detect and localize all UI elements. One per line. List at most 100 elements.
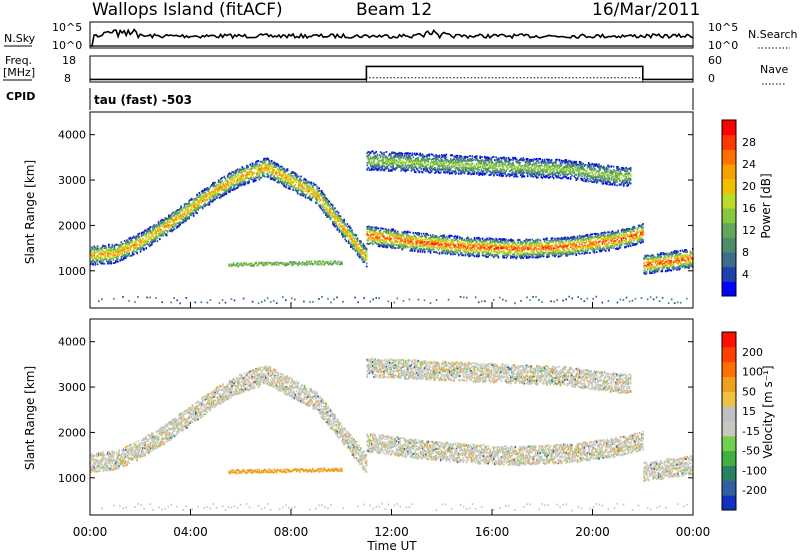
echo-cell [227,173,230,175]
echo-cell [625,237,627,240]
echo-cell [542,246,545,249]
echo-cell [257,176,259,179]
echo-cell [546,242,548,245]
echo-cell [519,243,521,246]
echo-cell [646,258,649,260]
echo-cell [435,242,437,244]
echo-cell [454,247,457,250]
echo-cell [191,198,194,201]
echo-cell [264,168,266,171]
echo-cell [534,240,537,243]
echo-cell [590,242,592,245]
echo-cell [621,242,624,245]
echo-cell [430,245,433,247]
echo-cell [273,161,275,164]
echo-cell [442,234,444,237]
echo-cell [521,243,523,245]
echo-cell [369,233,372,236]
echo-cell [209,200,212,203]
echo-cell [311,197,314,199]
echo-cell [402,247,405,250]
echo-cell [626,233,628,236]
echo-cell [175,214,178,217]
echo-cell [263,162,265,165]
echo-cell [641,228,643,231]
echo-cell [191,209,194,212]
echo-cell [126,245,128,248]
echo-cell [102,262,104,265]
echo-cell [481,238,484,240]
echo-cell [645,257,648,260]
echo-cell [378,245,381,248]
echo-cell [203,200,205,203]
echo-cell [409,241,411,244]
echo-cell [452,253,454,255]
echo-cell [126,240,128,243]
echo-cell [644,271,647,274]
echo-cell [127,243,129,246]
echo-cell [251,178,254,181]
echo-cell [603,240,606,243]
echo-cell [376,231,379,234]
echo-cell [464,247,467,250]
echo-cell [464,242,467,245]
echo-cell [265,167,267,170]
echo-cell [581,235,583,238]
echo-cell [455,236,458,238]
echo-cell [157,230,160,233]
echo-cell [289,186,291,189]
echo-cell [317,195,319,197]
echo-cell [178,216,180,218]
echo-cell [628,243,631,246]
echo-cell [120,247,123,250]
echo-cell [368,236,371,239]
echo-cell [144,240,146,243]
echo-cell [238,170,240,173]
echo-cell [416,239,418,241]
echo-cell [463,243,466,246]
echo-cell [541,244,544,247]
echo-cell [350,233,352,235]
echo-cell [208,191,211,194]
echo-cell [127,249,129,252]
echo-cell [112,258,115,261]
echo-cell [620,241,623,244]
echo-cell [189,210,192,213]
echo-cell [324,206,326,208]
echo-cell [107,255,109,257]
echo-cell [453,237,455,239]
echo-cell [547,246,549,249]
echo-cell [408,241,410,244]
echo-cell [588,245,590,248]
echo-cell [149,232,152,235]
echo-cell [612,247,615,249]
echo-cell [300,192,302,195]
echo-cell [433,240,435,243]
echo-cell [612,234,615,237]
echo-cell [240,177,242,180]
echo-cell [458,248,460,251]
echo-cell [135,240,137,242]
echo-cell [249,176,251,179]
echo-cell [267,158,270,160]
echo-cell [512,256,514,259]
echo-cell [205,204,207,206]
echo-cell [401,247,403,250]
echo-cell [260,171,263,174]
echo-cell [166,217,169,220]
echo-cell [513,255,515,258]
echo-cell [128,250,130,253]
echo-cell [617,229,619,232]
echo-cell [188,205,190,208]
echo-cell [100,252,102,255]
echo-cell [424,248,426,251]
echo-cell [211,195,213,197]
echo-cell [359,253,361,256]
echo-cell [469,254,471,257]
echo-cell [149,231,152,233]
echo-cell [493,238,495,241]
echo-cell [319,199,322,202]
echo-cell [635,234,638,236]
echo-cell [250,178,253,180]
echo-cell [93,250,95,253]
